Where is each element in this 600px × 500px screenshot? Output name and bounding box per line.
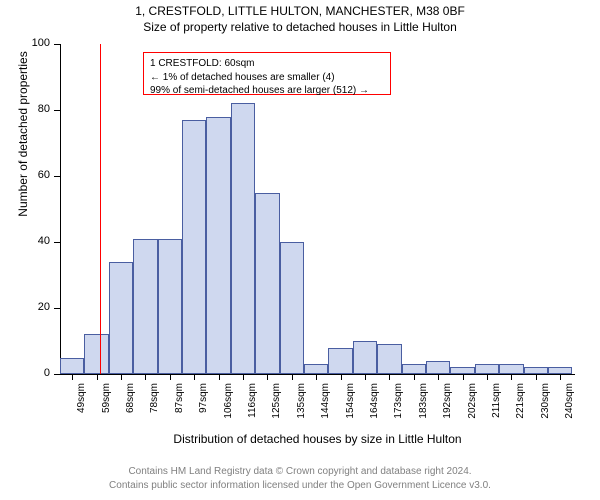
x-tick-label: 221sqm xyxy=(515,383,526,433)
histogram-bar xyxy=(499,364,523,374)
x-tick xyxy=(219,374,220,380)
x-tick-label: 164sqm xyxy=(369,383,380,433)
x-tick xyxy=(536,374,537,380)
histogram-figure: { "canvas": { "width": 600, "height": 50… xyxy=(0,0,600,500)
y-tick-label: 80 xyxy=(24,103,50,115)
histogram-bar xyxy=(304,364,328,374)
x-tick-label: 240sqm xyxy=(564,383,575,433)
histogram-bar xyxy=(353,341,377,374)
x-tick-label: 183sqm xyxy=(418,383,429,433)
x-tick-label: 154sqm xyxy=(345,383,356,433)
y-tick xyxy=(54,308,60,309)
x-tick xyxy=(511,374,512,380)
chart-title: Size of property relative to detached ho… xyxy=(0,20,600,34)
y-tick xyxy=(54,242,60,243)
y-tick xyxy=(54,110,60,111)
x-axis-label: Distribution of detached houses by size … xyxy=(60,432,575,446)
attribution-line-1: Contains HM Land Registry data © Crown c… xyxy=(0,466,600,477)
attribution-line-2: Contains public sector information licen… xyxy=(0,480,600,491)
x-tick-label: 78sqm xyxy=(149,383,160,433)
histogram-bar xyxy=(377,344,401,374)
y-tick-label: 20 xyxy=(24,301,50,313)
x-tick-label: 202sqm xyxy=(467,383,478,433)
x-tick-label: 144sqm xyxy=(320,383,331,433)
annotation-line-3: 99% of semi-detached houses are larger (… xyxy=(150,84,384,98)
histogram-bar xyxy=(402,364,426,374)
histogram-bar xyxy=(524,367,548,374)
annotation-line-1: 1 CRESTFOLD: 60sqm xyxy=(150,57,384,71)
x-tick xyxy=(487,374,488,380)
x-tick xyxy=(414,374,415,380)
y-tick xyxy=(54,374,60,375)
histogram-bar xyxy=(450,367,474,374)
histogram-bar xyxy=(475,364,499,374)
x-tick-label: 68sqm xyxy=(125,383,136,433)
x-tick xyxy=(438,374,439,380)
y-tick-label: 40 xyxy=(24,235,50,247)
y-tick xyxy=(54,44,60,45)
x-tick-label: 59sqm xyxy=(101,383,112,433)
annotation-line-2: ← 1% of detached houses are smaller (4) xyxy=(150,71,384,85)
x-tick xyxy=(170,374,171,380)
histogram-bar xyxy=(206,117,230,374)
reference-annotation-box: 1 CRESTFOLD: 60sqm ← 1% of detached hous… xyxy=(143,52,391,95)
x-tick-label: 230sqm xyxy=(540,383,551,433)
histogram-bar xyxy=(255,193,279,375)
x-tick-label: 106sqm xyxy=(223,383,234,433)
x-tick xyxy=(389,374,390,380)
y-tick-label: 0 xyxy=(24,367,50,379)
histogram-bar xyxy=(548,367,572,374)
x-tick xyxy=(365,374,366,380)
y-axis-line xyxy=(60,44,61,374)
x-axis-line xyxy=(60,374,575,375)
x-tick-label: 192sqm xyxy=(442,383,453,433)
histogram-bar xyxy=(426,361,450,374)
x-tick xyxy=(97,374,98,380)
x-tick xyxy=(72,374,73,380)
x-tick-label: 87sqm xyxy=(174,383,185,433)
x-tick-label: 135sqm xyxy=(296,383,307,433)
x-tick-label: 116sqm xyxy=(247,383,258,433)
reference-line xyxy=(100,44,101,374)
chart-supertitle: 1, CRESTFOLD, LITTLE HULTON, MANCHESTER,… xyxy=(0,4,600,18)
histogram-bar xyxy=(280,242,304,374)
x-tick-label: 125sqm xyxy=(271,383,282,433)
histogram-bar xyxy=(133,239,157,374)
x-tick-label: 173sqm xyxy=(393,383,404,433)
histogram-bar xyxy=(182,120,206,374)
histogram-bar xyxy=(328,348,352,374)
x-tick xyxy=(341,374,342,380)
x-tick-label: 97sqm xyxy=(198,383,209,433)
x-tick xyxy=(145,374,146,380)
y-tick xyxy=(54,176,60,177)
x-tick xyxy=(560,374,561,380)
x-tick-label: 49sqm xyxy=(76,383,87,433)
y-tick-label: 100 xyxy=(24,37,50,49)
x-tick xyxy=(316,374,317,380)
x-tick xyxy=(267,374,268,380)
x-tick xyxy=(243,374,244,380)
histogram-bar xyxy=(109,262,133,374)
x-tick-label: 211sqm xyxy=(491,383,502,433)
x-tick xyxy=(292,374,293,380)
histogram-bar xyxy=(158,239,182,374)
histogram-bar xyxy=(231,103,255,374)
x-tick xyxy=(121,374,122,380)
histogram-bar xyxy=(60,358,84,375)
y-tick-label: 60 xyxy=(24,169,50,181)
x-tick xyxy=(463,374,464,380)
x-tick xyxy=(194,374,195,380)
histogram-bar xyxy=(84,334,108,374)
